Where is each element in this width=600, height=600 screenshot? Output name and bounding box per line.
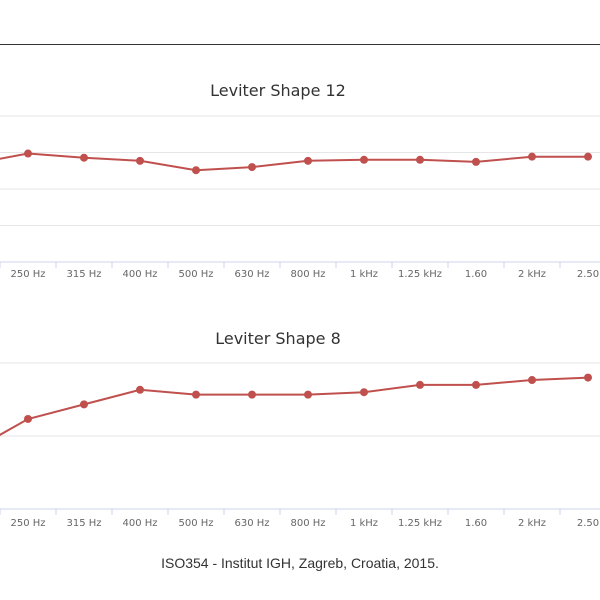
x-tick-label: 250 Hz (10, 518, 45, 529)
data-point (360, 388, 368, 397)
top-rule (0, 44, 600, 45)
data-point (192, 166, 200, 175)
x-tick-label: 800 Hz (290, 269, 325, 280)
data-point (360, 155, 368, 164)
x-tick-label: 2 kHz (518, 269, 546, 280)
x-tick-label: 1.60 (465, 518, 487, 529)
data-point (136, 156, 144, 165)
x-tick-label: 500 Hz (178, 518, 213, 529)
x-tick-label: 500 Hz (178, 269, 213, 280)
data-point (248, 390, 256, 399)
x-tick-label: 800 Hz (290, 518, 325, 529)
data-point (528, 376, 536, 385)
data-point (416, 155, 424, 164)
data-point (80, 400, 88, 409)
data-point (192, 390, 200, 399)
footer-caption: ISO354 - Institut IGH, Zagreb, Croatia, … (161, 555, 439, 571)
data-point (80, 153, 88, 162)
x-tick-label: 400 Hz (122, 269, 157, 280)
x-tick-label: 1 kHz (350, 269, 378, 280)
series-line (0, 376, 589, 436)
x-tick-label: 630 Hz (234, 518, 269, 529)
x-tick-label: 630 Hz (234, 269, 269, 280)
x-tick-label: 1.25 kHz (398, 518, 442, 529)
data-point (528, 152, 536, 161)
x-tick-label: 400 Hz (122, 518, 157, 529)
data-point (472, 157, 480, 166)
x-tick-label: 2 kHz (518, 518, 546, 529)
data-point (304, 156, 312, 165)
data-point (24, 414, 32, 423)
data-point (304, 390, 312, 399)
x-tick-label: 2.50 (577, 269, 599, 280)
x-tick-label: 1.60 (465, 269, 487, 280)
x-tick-label: 2.50 (577, 518, 599, 529)
chart-title: Leviter Shape 8 (215, 329, 341, 348)
data-point (136, 385, 144, 394)
chart-title: Leviter Shape 12 (210, 81, 346, 100)
x-tick-label: 1 kHz (350, 518, 378, 529)
x-tick-label: 315 Hz (66, 518, 101, 529)
x-tick-label: 1.25 kHz (398, 269, 442, 280)
data-point (24, 149, 32, 158)
data-point (472, 380, 480, 389)
data-point (584, 373, 592, 382)
x-tick-label: 315 Hz (66, 269, 101, 280)
data-point (416, 380, 424, 389)
x-tick-label: 250 Hz (10, 269, 45, 280)
series-line (0, 152, 588, 172)
data-point (248, 163, 256, 172)
data-point (584, 152, 592, 161)
